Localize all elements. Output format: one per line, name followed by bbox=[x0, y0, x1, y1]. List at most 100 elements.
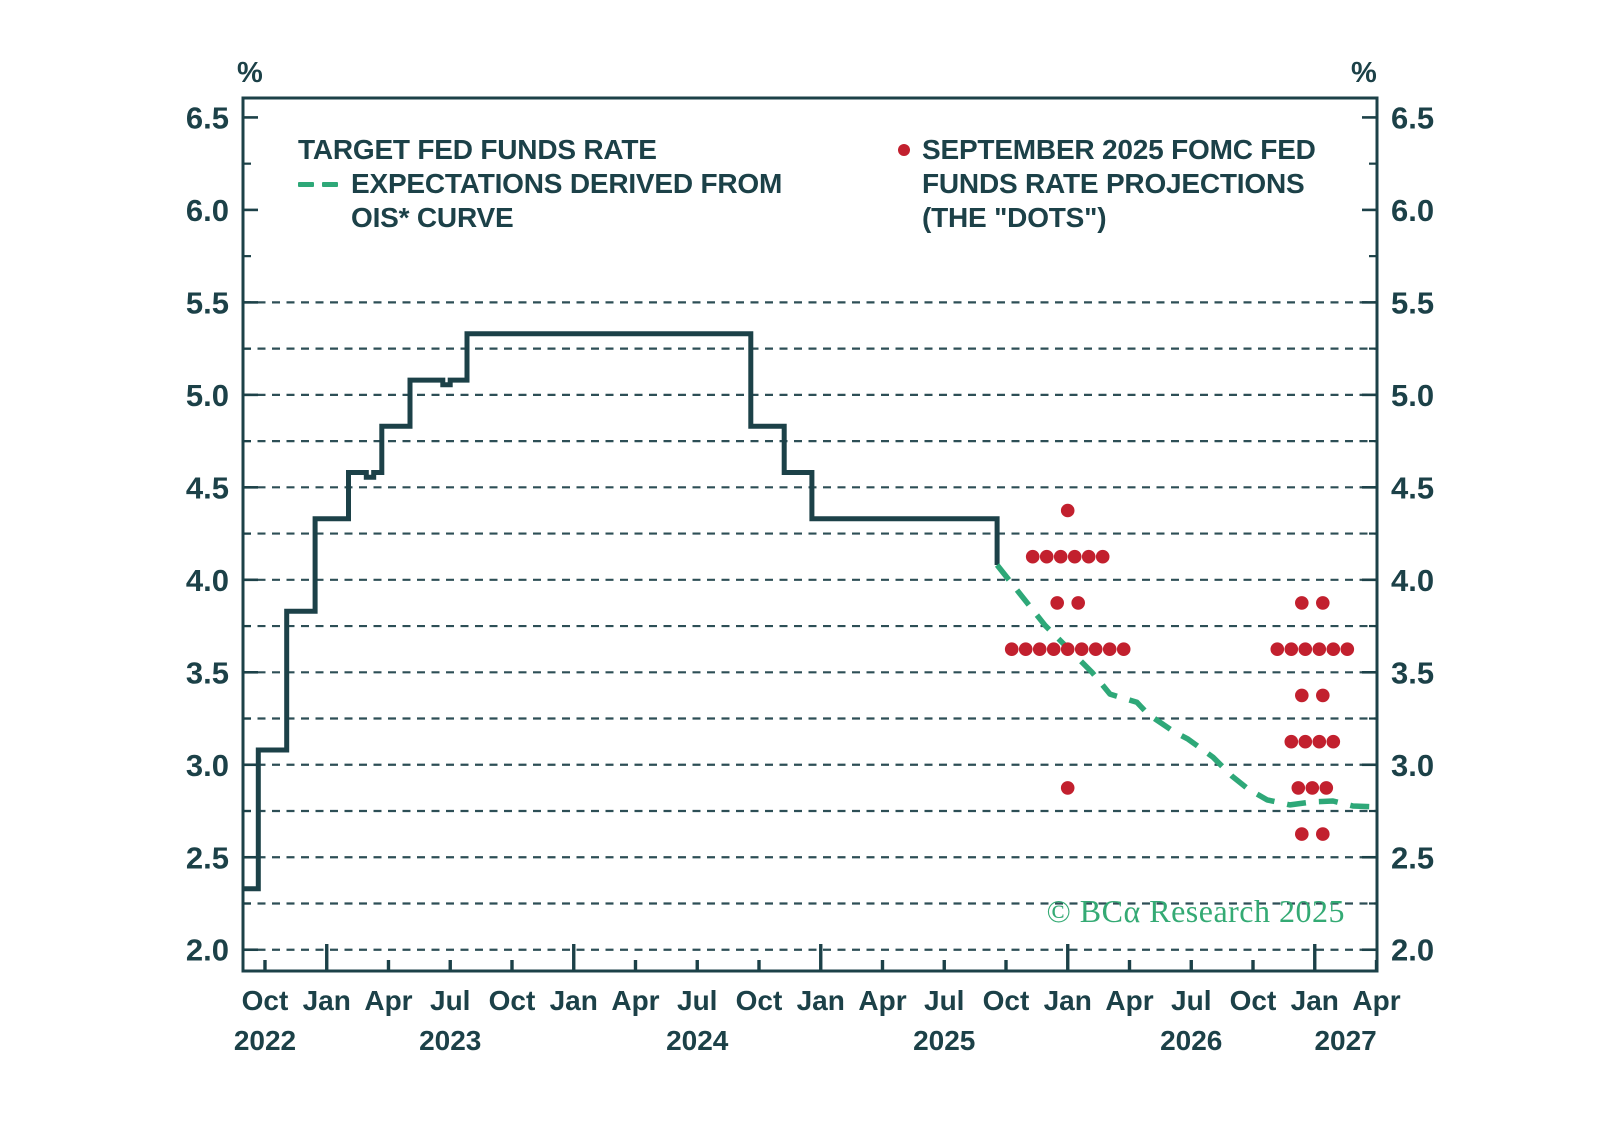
fomc-dot bbox=[1095, 549, 1110, 564]
svg-text:6.5: 6.5 bbox=[1391, 100, 1434, 135]
fomc-dot bbox=[1295, 827, 1309, 841]
fomc-dot bbox=[1046, 642, 1061, 656]
svg-text:Jul: Jul bbox=[430, 985, 470, 1016]
fomc-dot bbox=[1025, 549, 1040, 564]
legend-dots-text2: FUNDS RATE PROJECTIONS bbox=[922, 168, 1305, 199]
svg-text:2.5: 2.5 bbox=[186, 840, 229, 875]
svg-text:3.5: 3.5 bbox=[1391, 655, 1434, 690]
fomc-dot bbox=[1053, 549, 1068, 564]
gridlines bbox=[243, 301, 1377, 951]
percent-label-right: % bbox=[1351, 57, 1378, 89]
fomc-dot bbox=[1060, 503, 1075, 518]
svg-text:4.5: 4.5 bbox=[186, 470, 229, 505]
svg-text:3.0: 3.0 bbox=[186, 748, 229, 783]
legend-target-line1: TARGET FED FUNDS RATE bbox=[298, 133, 782, 167]
green-dashed-line-marker-icon bbox=[298, 181, 338, 187]
red-dot-marker-icon bbox=[898, 144, 910, 156]
fomc-dot bbox=[1298, 642, 1313, 656]
fomc-dot bbox=[1060, 781, 1075, 795]
svg-text:2025: 2025 bbox=[913, 1025, 975, 1056]
svg-text:2022: 2022 bbox=[234, 1025, 296, 1056]
svg-text:Oct: Oct bbox=[1230, 985, 1277, 1016]
fomc-dot bbox=[1326, 642, 1341, 656]
svg-text:5.0: 5.0 bbox=[186, 378, 229, 413]
legend-ois-line3: OIS* CURVE bbox=[298, 201, 782, 235]
legend-fomc-dots: SEPTEMBER 2025 FOMC FED FUNDS RATE PROJE… bbox=[898, 133, 1316, 235]
target-fed-funds-rate-line bbox=[243, 331, 1000, 892]
fomc-dot bbox=[1319, 781, 1334, 795]
fomc-dot bbox=[1316, 827, 1330, 841]
fomc-dot bbox=[1060, 642, 1075, 656]
y-axis-ticks-and-labels: 2.0 2.0 2.5 2.5 3.0 3.0 3.5 3.5 4.0 4.0 4.5 4.5 5.0 5… bbox=[186, 100, 1434, 967]
legend-dots-line1: SEPTEMBER 2025 FOMC FED bbox=[898, 133, 1316, 167]
plot-frame bbox=[241, 96, 1379, 973]
fomc-dot bbox=[1295, 596, 1309, 610]
svg-text:2.0: 2.0 bbox=[186, 933, 229, 968]
svg-text:Apr: Apr bbox=[1105, 985, 1153, 1016]
legend-dots-text1: SEPTEMBER 2025 FOMC FED bbox=[922, 134, 1316, 165]
svg-text:Jan: Jan bbox=[1044, 985, 1092, 1016]
svg-text:Jan: Jan bbox=[1291, 985, 1339, 1016]
svg-text:Oct: Oct bbox=[983, 985, 1030, 1016]
svg-text:2023: 2023 bbox=[419, 1025, 481, 1056]
svg-text:3.0: 3.0 bbox=[1391, 748, 1434, 783]
svg-text:Jul: Jul bbox=[677, 985, 717, 1016]
fomc-dot bbox=[1071, 596, 1085, 610]
svg-text:6.0: 6.0 bbox=[1391, 193, 1434, 228]
fomc-dot bbox=[1081, 549, 1096, 564]
fomc-dot bbox=[1050, 596, 1064, 610]
fomc-dot bbox=[1004, 642, 1019, 656]
fomc-dot bbox=[1305, 781, 1320, 795]
fomc-dot bbox=[1074, 642, 1089, 656]
svg-text:5.5: 5.5 bbox=[1391, 285, 1434, 320]
svg-text:4.5: 4.5 bbox=[1391, 470, 1434, 505]
svg-text:4.0: 4.0 bbox=[1391, 563, 1434, 598]
fomc-dot bbox=[1102, 642, 1117, 656]
svg-text:Jul: Jul bbox=[1171, 985, 1211, 1016]
svg-text:6.5: 6.5 bbox=[186, 100, 229, 135]
fomc-dot bbox=[1340, 642, 1355, 656]
svg-text:Jan: Jan bbox=[797, 985, 845, 1016]
fomc-dot bbox=[1316, 596, 1330, 610]
svg-text:5.0: 5.0 bbox=[1391, 378, 1434, 413]
fomc-dot bbox=[1291, 781, 1306, 795]
fomc-dot bbox=[1316, 688, 1330, 703]
svg-text:4.0: 4.0 bbox=[186, 563, 229, 598]
fomc-dots bbox=[1004, 503, 1355, 841]
svg-text:Apr: Apr bbox=[1352, 985, 1400, 1016]
fomc-dot bbox=[1312, 734, 1327, 749]
legend-ois-text2: EXPECTATIONS DERIVED FROM bbox=[351, 168, 783, 199]
legend-dots-line3: (THE "DOTS") bbox=[898, 201, 1316, 235]
x-axis-ticks-and-labels: Oct Jan Apr Jul Oct Jan Apr Jul Oct Jan Apr Jul Oct J… bbox=[234, 944, 1401, 1056]
fomc-dot bbox=[1298, 734, 1313, 749]
fomc-dot bbox=[1018, 642, 1033, 656]
fomc-dot bbox=[1039, 549, 1054, 564]
svg-text:Oct: Oct bbox=[489, 985, 536, 1016]
svg-text:Oct: Oct bbox=[736, 985, 783, 1016]
fomc-dot bbox=[1067, 549, 1082, 564]
percent-label-left: % bbox=[237, 57, 264, 89]
fomc-dot bbox=[1116, 642, 1131, 656]
svg-text:Apr: Apr bbox=[364, 985, 412, 1016]
svg-text:2.0: 2.0 bbox=[1391, 933, 1434, 968]
svg-text:2027: 2027 bbox=[1314, 1025, 1376, 1056]
fomc-dot bbox=[1284, 734, 1299, 749]
fomc-dot bbox=[1312, 642, 1327, 656]
svg-text:2026: 2026 bbox=[1160, 1025, 1222, 1056]
svg-text:2024: 2024 bbox=[666, 1025, 729, 1056]
fomc-dot bbox=[1326, 734, 1341, 749]
svg-text:2.5: 2.5 bbox=[1391, 840, 1434, 875]
ois-expectations-dashed-line bbox=[994, 563, 1376, 810]
svg-text:Jul: Jul bbox=[924, 985, 964, 1016]
legend-target-ois: TARGET FED FUNDS RATE EXPECTATIONS DERIV… bbox=[298, 133, 782, 235]
fomc-dot bbox=[1295, 688, 1309, 703]
svg-text:Apr: Apr bbox=[858, 985, 906, 1016]
svg-text:6.0: 6.0 bbox=[186, 193, 229, 228]
legend-dots-line2: FUNDS RATE PROJECTIONS bbox=[898, 167, 1316, 201]
svg-text:Jan: Jan bbox=[550, 985, 598, 1016]
svg-text:Apr: Apr bbox=[611, 985, 659, 1016]
legend-dots-text3: (THE "DOTS") bbox=[922, 202, 1107, 233]
svg-text:3.5: 3.5 bbox=[186, 655, 229, 690]
